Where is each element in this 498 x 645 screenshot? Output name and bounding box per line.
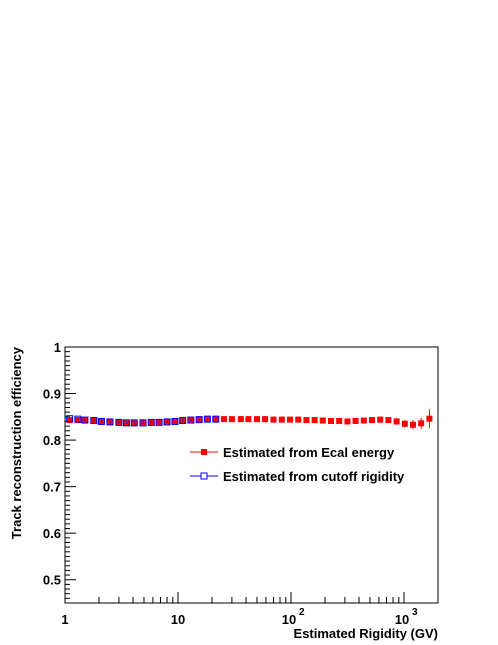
series-1 bbox=[66, 415, 220, 427]
data-point bbox=[203, 415, 211, 423]
data-point bbox=[195, 416, 203, 424]
data-point bbox=[179, 417, 187, 425]
data-point bbox=[360, 417, 367, 424]
data-point bbox=[106, 418, 114, 426]
y-tick-label: 0.5 bbox=[43, 573, 61, 588]
data-point bbox=[303, 417, 310, 424]
legend-marker bbox=[201, 449, 207, 455]
x-tick-label: 10 bbox=[395, 612, 409, 627]
data-point bbox=[155, 418, 163, 426]
y-tick-label: 0.9 bbox=[43, 387, 61, 402]
data-point bbox=[237, 416, 244, 423]
data-point bbox=[270, 416, 277, 423]
y-tick-label: 1 bbox=[54, 340, 61, 355]
data-point bbox=[311, 417, 318, 424]
y-axis-label: Track reconstruction efficiency bbox=[9, 346, 24, 539]
data-point bbox=[377, 416, 384, 423]
data-point bbox=[426, 415, 433, 422]
legend-label: Estimated from Ecal energy bbox=[223, 445, 395, 460]
data-point bbox=[90, 417, 98, 425]
legend-marker bbox=[200, 472, 208, 480]
data-point bbox=[385, 417, 392, 424]
x-tick-label: 10 bbox=[171, 612, 185, 627]
data-point bbox=[187, 416, 195, 424]
data-point bbox=[139, 419, 147, 427]
data-point bbox=[228, 416, 235, 423]
data-point bbox=[163, 418, 171, 426]
data-point bbox=[368, 417, 375, 424]
x-axis-label: Estimated Rigidity (GV) bbox=[294, 626, 438, 641]
data-point bbox=[66, 417, 73, 424]
legend-label: Estimated from cutoff rigidity bbox=[223, 469, 405, 484]
plot-frame bbox=[64, 346, 439, 604]
data-point bbox=[220, 416, 227, 423]
data-point bbox=[352, 418, 359, 425]
data-point bbox=[212, 415, 220, 423]
data-point bbox=[319, 417, 326, 424]
data-point bbox=[278, 416, 285, 423]
data-point bbox=[401, 420, 408, 427]
data-point bbox=[66, 415, 74, 423]
data-point bbox=[262, 416, 269, 423]
legend: Estimated from Ecal energy Estimated from… bbox=[190, 445, 405, 484]
y-axis-ticks: 0.5 0.6 0.7 0.8 0.9 1 bbox=[43, 340, 76, 604]
data-point bbox=[97, 417, 105, 425]
series-layer bbox=[66, 409, 433, 430]
data-point bbox=[286, 416, 293, 423]
data-point bbox=[393, 418, 400, 425]
data-point bbox=[245, 416, 252, 423]
x-tick-label: 10 bbox=[282, 612, 296, 627]
y-tick-label: 0.7 bbox=[43, 480, 61, 495]
x-tick-exponent: 3 bbox=[412, 607, 418, 618]
series-0 bbox=[66, 409, 433, 430]
x-tick-exponent: 2 bbox=[299, 607, 305, 618]
data-point bbox=[115, 418, 123, 426]
x-axis-ticks: 1 10 10 2 10 3 bbox=[61, 592, 439, 627]
data-point bbox=[122, 419, 130, 427]
data-point bbox=[74, 415, 82, 423]
data-point bbox=[147, 418, 155, 426]
data-point bbox=[81, 416, 89, 424]
data-point bbox=[328, 418, 335, 425]
x-tick-label: 1 bbox=[61, 612, 68, 627]
data-point bbox=[295, 416, 302, 423]
data-point bbox=[171, 417, 179, 425]
data-point bbox=[418, 420, 425, 427]
data-point bbox=[253, 416, 260, 423]
y-tick-label: 0.6 bbox=[43, 526, 61, 541]
data-point bbox=[344, 418, 351, 425]
data-point bbox=[410, 421, 417, 428]
y-tick-label: 0.8 bbox=[43, 433, 61, 448]
data-point bbox=[336, 418, 343, 425]
data-point bbox=[130, 419, 138, 427]
